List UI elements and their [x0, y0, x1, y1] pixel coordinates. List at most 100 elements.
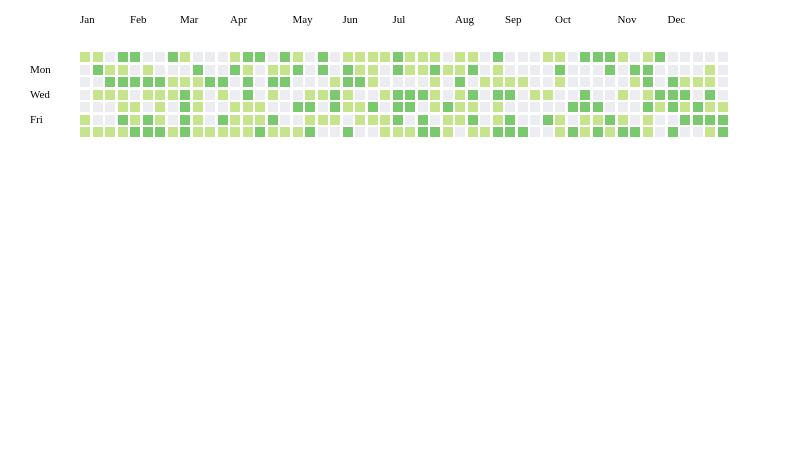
heatmap-cell	[193, 102, 203, 112]
heatmap-cell	[130, 52, 140, 62]
heatmap-cell	[630, 52, 640, 62]
heatmap-cell	[468, 115, 478, 125]
heatmap-cell	[405, 65, 415, 75]
heatmap-cell	[455, 52, 465, 62]
heatmap-cell	[455, 77, 465, 87]
heatmap-cell	[205, 127, 215, 137]
heatmap-cell	[243, 52, 253, 62]
heatmap-cell	[293, 65, 303, 75]
heatmap-cell	[618, 127, 628, 137]
heatmap-cell	[430, 77, 440, 87]
heatmap-cell	[655, 127, 665, 137]
heatmap-cell	[630, 102, 640, 112]
heatmap-cell	[493, 127, 503, 137]
heatmap-cell	[218, 102, 228, 112]
heatmap-cell	[468, 52, 478, 62]
heatmap-cell	[493, 115, 503, 125]
heatmap-cell	[693, 77, 703, 87]
heatmap-cell	[580, 65, 590, 75]
heatmap-cell	[105, 65, 115, 75]
heatmap-cell	[680, 90, 690, 100]
heatmap-cell	[580, 52, 590, 62]
heatmap-cell	[680, 65, 690, 75]
heatmap-cell	[205, 90, 215, 100]
heatmap-cell	[330, 65, 340, 75]
heatmap-cell	[168, 115, 178, 125]
day-label: Fri	[30, 113, 43, 126]
heatmap-cell	[93, 90, 103, 100]
heatmap-cell	[143, 77, 153, 87]
heatmap-cell	[530, 102, 540, 112]
heatmap-cell	[430, 127, 440, 137]
heatmap-cell	[505, 127, 515, 137]
heatmap-cell	[518, 127, 528, 137]
heatmap-cell	[318, 65, 328, 75]
heatmap-cell	[293, 52, 303, 62]
heatmap-cell	[230, 65, 240, 75]
heatmap-cell	[718, 65, 728, 75]
heatmap-cell	[630, 115, 640, 125]
heatmap-cell	[380, 52, 390, 62]
heatmap-cell	[143, 52, 153, 62]
heatmap-cell	[668, 77, 678, 87]
heatmap-cell	[330, 115, 340, 125]
heatmap-cell	[205, 65, 215, 75]
heatmap-cell	[718, 52, 728, 62]
heatmap-cell	[655, 102, 665, 112]
heatmap-cell	[318, 127, 328, 137]
heatmap-cell	[593, 65, 603, 75]
month-label: May	[292, 14, 313, 26]
heatmap-cell	[468, 65, 478, 75]
month-label: Jul	[392, 14, 406, 26]
heatmap-cell	[243, 127, 253, 137]
heatmap-cell	[643, 77, 653, 87]
heatmap-cell	[630, 90, 640, 100]
heatmap-cell	[118, 52, 128, 62]
heatmap-cell	[180, 77, 190, 87]
heatmap-cell	[380, 115, 390, 125]
heatmap-cell	[543, 115, 553, 125]
heatmap-cell	[180, 115, 190, 125]
heatmap-cell	[155, 52, 165, 62]
month-label: Feb	[130, 14, 147, 26]
heatmap-cell	[343, 52, 353, 62]
heatmap-cell	[268, 90, 278, 100]
heatmap-cell	[355, 90, 365, 100]
heatmap-cell	[168, 127, 178, 137]
heatmap-cell	[468, 90, 478, 100]
heatmap-cell	[105, 115, 115, 125]
heatmap-cell	[218, 65, 228, 75]
heatmap-cell	[518, 102, 528, 112]
heatmap-cell	[455, 90, 465, 100]
heatmap-cell	[93, 77, 103, 87]
heatmap-cell	[193, 65, 203, 75]
heatmap-cell	[668, 90, 678, 100]
heatmap-cell	[655, 52, 665, 62]
heatmap-cell	[568, 115, 578, 125]
heatmap-cell	[718, 102, 728, 112]
heatmap-cell	[155, 65, 165, 75]
heatmap-cell	[393, 102, 403, 112]
heatmap-cell	[480, 90, 490, 100]
heatmap-cell	[255, 65, 265, 75]
heatmap-cell	[393, 77, 403, 87]
heatmap-cell	[618, 115, 628, 125]
heatmap-cell	[180, 127, 190, 137]
heatmap-cell	[480, 77, 490, 87]
heatmap-cell	[118, 127, 128, 137]
heatmap-cell	[255, 77, 265, 87]
heatmap-cell	[480, 102, 490, 112]
heatmap-cell	[555, 90, 565, 100]
heatmap-cell	[330, 90, 340, 100]
heatmap-cell	[555, 65, 565, 75]
heatmap-cell	[243, 65, 253, 75]
heatmap-cell	[593, 52, 603, 62]
heatmap-cell	[380, 127, 390, 137]
heatmap-cell	[393, 65, 403, 75]
heatmap-cell	[80, 127, 90, 137]
heatmap-cell	[705, 102, 715, 112]
heatmap-cell	[368, 90, 378, 100]
heatmap-cell	[568, 52, 578, 62]
heatmap-cell	[143, 127, 153, 137]
heatmap-cell	[530, 127, 540, 137]
